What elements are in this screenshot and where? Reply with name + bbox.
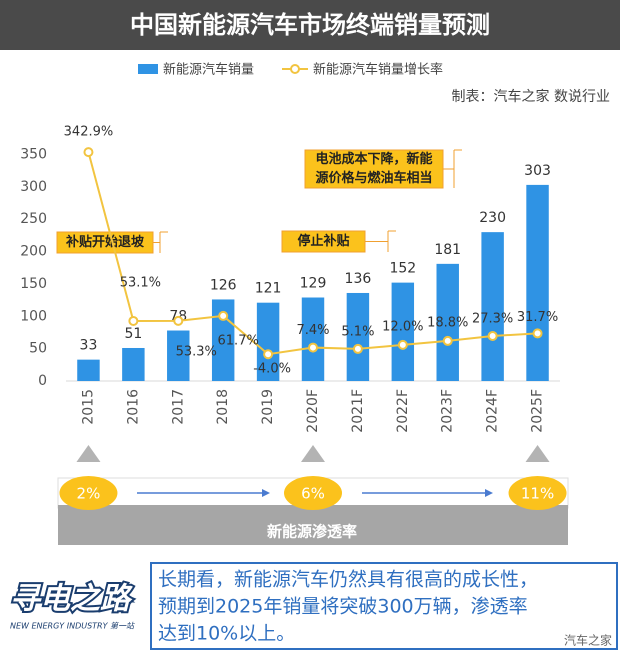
bar-value-label: 181 bbox=[434, 242, 461, 258]
note-box bbox=[150, 562, 618, 650]
source: 制表：汽车之家 数说行业 bbox=[452, 88, 610, 105]
line-value-label: 31.7% bbox=[517, 310, 558, 325]
line-point bbox=[442, 335, 453, 346]
bar bbox=[77, 359, 100, 381]
line-value-label: 342.9% bbox=[64, 125, 114, 140]
annotation: 源价格与燃油车相当 bbox=[315, 170, 432, 186]
logo-subtitle: NEW ENERGY INDUSTRY 第一站 bbox=[10, 622, 135, 631]
line-point bbox=[128, 315, 139, 326]
legend-label: 新能源汽车销量增长率 bbox=[313, 62, 443, 78]
bar-value-label: 129 bbox=[300, 276, 327, 292]
x-tick-label: 2022F bbox=[395, 389, 411, 433]
legend-swatch bbox=[138, 64, 158, 74]
legend-swatch bbox=[290, 64, 300, 74]
line-point bbox=[532, 328, 543, 339]
penetration-value: 2% bbox=[77, 485, 101, 503]
annotation: 停止补贴 bbox=[297, 233, 349, 249]
line-value-label: 53.3% bbox=[176, 344, 217, 359]
line-value-label: 61.7% bbox=[218, 333, 259, 348]
annotation: 补贴开始退坡 bbox=[65, 234, 145, 250]
x-tick-label: 2019 bbox=[260, 389, 276, 425]
line-value-label: 5.1% bbox=[341, 324, 374, 339]
x-tick-label: 2024F bbox=[485, 389, 501, 433]
watermark: 汽车之家 bbox=[564, 633, 612, 648]
x-tick-label: 2021F bbox=[350, 389, 366, 433]
bar-value-label: 230 bbox=[479, 210, 506, 226]
bar bbox=[167, 330, 190, 381]
line-point bbox=[397, 339, 408, 350]
bar-value-label: 121 bbox=[255, 281, 282, 297]
triangle bbox=[76, 445, 101, 462]
line-value-label: 7.4% bbox=[296, 323, 329, 338]
bar bbox=[526, 184, 549, 381]
annotation: 电池成本下降，新能 bbox=[315, 151, 432, 167]
penetration-circle bbox=[508, 476, 567, 510]
legend-label: 新能源汽车销量 bbox=[163, 62, 254, 78]
triangle bbox=[301, 445, 325, 462]
chart-title: 中国新能源汽车市场终端销量预测 bbox=[130, 11, 490, 39]
annotation-bracket bbox=[443, 150, 455, 188]
x-tick-label: 2017 bbox=[170, 389, 186, 425]
bar bbox=[346, 292, 370, 381]
line-value-label: 27.3% bbox=[472, 311, 513, 326]
bar bbox=[436, 263, 459, 381]
x-tick-label: 2020F bbox=[305, 389, 321, 433]
note-line: 预期到2025年销量将突破300万辆，渗透率 bbox=[158, 596, 528, 618]
bar bbox=[481, 232, 504, 381]
x-tick-label: 2023F bbox=[440, 389, 456, 433]
bar-value-label: 126 bbox=[210, 277, 237, 293]
x-tick-label: 2018 bbox=[215, 389, 231, 425]
arrow-head bbox=[262, 489, 270, 497]
note-line: 长期看，新能源汽车仍然具有很高的成长性， bbox=[158, 569, 538, 591]
bar bbox=[256, 302, 280, 381]
line-point bbox=[487, 330, 498, 341]
bar-value-label: 33 bbox=[80, 338, 98, 354]
y-tick-label: 300 bbox=[20, 179, 47, 195]
penetration-circle bbox=[59, 476, 118, 510]
y-tick-label: 250 bbox=[20, 211, 47, 227]
line-point bbox=[352, 343, 363, 354]
bar bbox=[391, 282, 415, 381]
penetration-base bbox=[58, 505, 568, 545]
line-value-label: 18.8% bbox=[427, 315, 468, 330]
line-point bbox=[218, 310, 229, 321]
penetration-label: 新能源渗透率 bbox=[267, 523, 357, 541]
line-point bbox=[173, 315, 184, 326]
arrow-head bbox=[485, 489, 493, 497]
bar-value-label: 152 bbox=[389, 261, 416, 277]
penetration-circle bbox=[284, 476, 342, 510]
bar-value-label: 136 bbox=[345, 271, 372, 287]
x-tick-label: 2025F bbox=[530, 389, 546, 433]
y-tick-label: 100 bbox=[20, 308, 47, 324]
y-tick-label: 150 bbox=[20, 276, 47, 292]
annotation-bracket bbox=[153, 232, 161, 253]
logo-title: 寻电之路 bbox=[10, 582, 133, 617]
line-point bbox=[263, 349, 274, 360]
annotation-box bbox=[304, 149, 444, 189]
triangle bbox=[525, 445, 550, 462]
bar bbox=[301, 297, 325, 381]
penetration-value: 11% bbox=[521, 485, 554, 503]
x-tick-label: 2015 bbox=[80, 389, 96, 425]
annotation-bracket bbox=[365, 231, 389, 252]
x-tick-label: 2016 bbox=[125, 389, 141, 425]
line-point bbox=[83, 147, 94, 158]
y-tick-label: 350 bbox=[20, 146, 47, 162]
bar-value-label: 51 bbox=[124, 326, 142, 342]
bar-value-label: 303 bbox=[524, 163, 551, 179]
line-value-label: 12.0% bbox=[382, 319, 423, 334]
note-line: 达到10%以上。 bbox=[158, 623, 295, 645]
y-tick-label: 50 bbox=[29, 341, 47, 357]
line-value-label: -4.0% bbox=[253, 362, 291, 377]
line-point bbox=[308, 342, 318, 353]
penetration-value: 6% bbox=[301, 485, 325, 503]
bar bbox=[122, 347, 145, 381]
y-tick-label: 0 bbox=[38, 373, 47, 389]
line-value-label: 53.1% bbox=[120, 275, 161, 290]
title-bar bbox=[0, 0, 620, 50]
y-tick-label: 200 bbox=[20, 244, 47, 260]
